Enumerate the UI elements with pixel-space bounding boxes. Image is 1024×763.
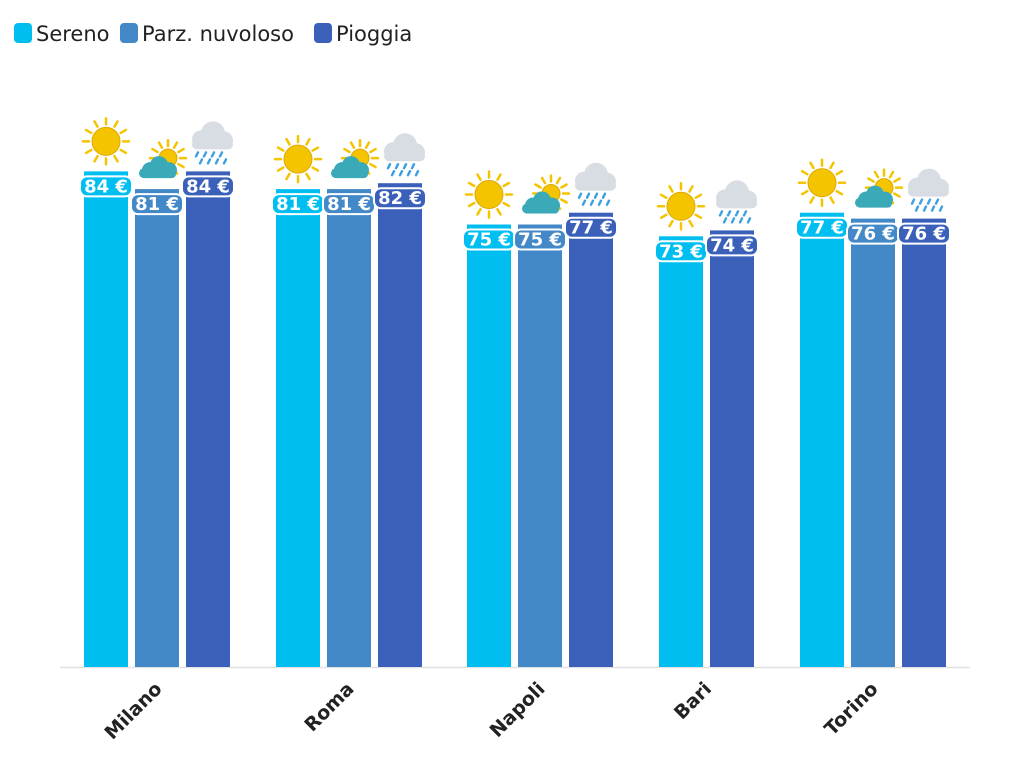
bar-napoli-2[interactable] — [518, 224, 562, 668]
partly-cloudy-icon — [855, 168, 904, 208]
bar-bari-3[interactable] — [710, 230, 754, 667]
partly-cloudy-icon — [522, 174, 571, 214]
data-label-bg — [564, 216, 618, 239]
data-label-bg — [705, 234, 759, 257]
legend-item-sereno[interactable]: Sereno — [14, 22, 110, 46]
x-tick-label: Roma — [300, 678, 358, 736]
data-label: 81 € — [135, 194, 179, 215]
data-label: 77 € — [800, 218, 844, 239]
data-label: 81 € — [276, 194, 320, 215]
bar-napoli-3[interactable] — [569, 212, 613, 667]
rain-cloud-icon — [908, 168, 949, 212]
data-label: 75 € — [467, 230, 511, 251]
sun-icon — [797, 158, 847, 207]
legend-label: Parz. nuvoloso — [142, 22, 294, 46]
legend-item-pioggia[interactable]: Pioggia — [314, 22, 412, 46]
sun-icon — [273, 134, 323, 184]
sun-icon — [464, 170, 514, 219]
sun-icon — [81, 117, 131, 166]
data-label-bg — [79, 175, 133, 198]
sun-icon — [656, 182, 706, 231]
partly-cloudy-icon — [139, 138, 188, 179]
data-label: 84 € — [84, 176, 128, 197]
data-labels: 84 € 81 € 84 € 81 € 81 € 82 € 75 € 75 € 77 € 73 €… — [79, 175, 951, 263]
data-label-bg — [513, 228, 567, 251]
data-label: 73 € — [659, 241, 703, 262]
bar-milano-3[interactable] — [186, 171, 230, 667]
legend-item-parz-nuvoloso[interactable]: Parz. nuvoloso — [120, 22, 294, 46]
bar-torino-1[interactable] — [800, 212, 844, 667]
x-tick-label: Milano — [101, 678, 167, 744]
rain-cloud-icon — [192, 121, 233, 165]
data-label: 74 € — [710, 235, 754, 256]
data-label-bg — [181, 175, 235, 198]
data-label: 76 € — [902, 224, 946, 245]
bar-roma-2[interactable] — [327, 189, 371, 667]
bar-napoli-1[interactable] — [467, 224, 511, 668]
legend-swatch — [314, 23, 332, 43]
x-tick-label: Bari — [670, 678, 716, 724]
data-label-bg — [130, 193, 184, 216]
legend: Sereno Parz. nuvoloso Pioggia — [14, 22, 412, 46]
bar-milano-1[interactable] — [84, 171, 128, 667]
data-label: 82 € — [378, 188, 422, 209]
data-label: 81 € — [327, 194, 371, 215]
data-label-bg — [373, 187, 427, 210]
partly-cloudy-icon — [331, 138, 380, 179]
data-label-bg — [897, 222, 951, 245]
data-label: 75 € — [518, 230, 562, 251]
data-label: 77 € — [569, 218, 613, 239]
rain-cloud-icon — [716, 180, 757, 224]
legend-label: Sereno — [36, 22, 110, 46]
legend-swatch — [120, 23, 138, 43]
bar-torino-3[interactable] — [902, 218, 946, 667]
x-tick-label: Napoli — [486, 678, 550, 742]
weather-icons — [81, 117, 949, 231]
bars — [84, 171, 946, 668]
rain-cloud-icon — [384, 133, 425, 177]
rain-cloud-icon — [575, 162, 616, 206]
bar-roma-3[interactable] — [378, 183, 422, 667]
data-label: 76 € — [851, 224, 895, 245]
bar-milano-2[interactable] — [135, 189, 179, 667]
bar-roma-1[interactable] — [276, 189, 320, 667]
legend-swatch — [14, 23, 32, 43]
data-label: 84 € — [186, 176, 230, 197]
legend-label: Pioggia — [336, 22, 412, 46]
x-tick-label: Torino — [820, 678, 882, 740]
bar-bari-1[interactable] — [659, 236, 703, 668]
bar-torino-2[interactable] — [851, 218, 895, 667]
